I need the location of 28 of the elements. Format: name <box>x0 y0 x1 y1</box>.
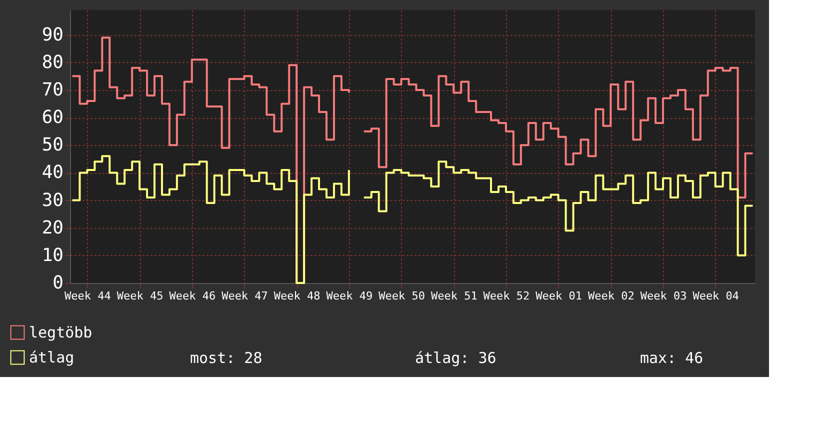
x-tick-label: Week 04 <box>692 290 740 302</box>
x-tick-label: Week 02 <box>588 290 634 302</box>
x-tick-label: Week 49 <box>326 290 373 302</box>
x-tick-label: Week 03 <box>640 290 687 302</box>
legend-label: legtöbb <box>29 324 92 342</box>
y-tick-label: 50 <box>42 134 64 156</box>
y-tick-label: 10 <box>42 244 64 266</box>
x-tick-label: Week 45 <box>116 290 164 302</box>
legend-label: átlag <box>29 348 74 366</box>
y-tick-label: 80 <box>42 52 64 73</box>
x-tick-label: Week 51 <box>430 290 478 302</box>
x-tick-label: Week 46 <box>169 290 216 302</box>
x-tick-label: Week 48 <box>274 290 320 302</box>
y-tick-label: 0 <box>52 272 64 294</box>
y-tick-label: 60 <box>42 107 64 128</box>
y-tick-label: 70 <box>42 79 64 100</box>
text: max: 46 <box>640 349 704 367</box>
text: átlag: 36 <box>415 349 496 367</box>
y-tick-label: 90 <box>42 24 64 46</box>
x-tick-label: Week 52 <box>483 290 530 302</box>
text: most: 28 <box>190 349 262 367</box>
x-tick-label: Week 50 <box>378 290 425 302</box>
y-tick-label: 40 <box>42 162 64 184</box>
x-tick-label: Week 44 <box>64 290 112 302</box>
y-tick-label: 30 <box>42 190 64 211</box>
x-tick-label: Week 01 <box>536 290 582 302</box>
y-tick-label: 20 <box>42 217 64 238</box>
x-tick-label: Week 47 <box>222 290 268 302</box>
